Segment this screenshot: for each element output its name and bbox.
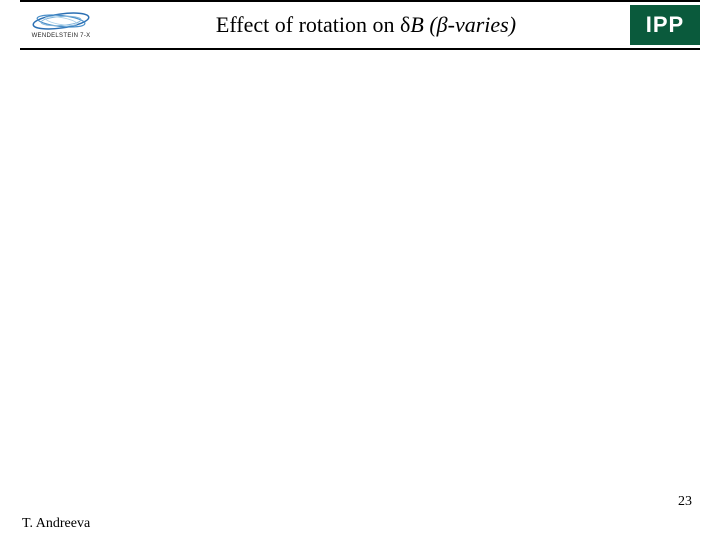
- title-varies: -varies): [448, 12, 516, 37]
- w7x-swirl-icon: [31, 11, 91, 31]
- ipp-logo-text: IPP: [646, 12, 684, 38]
- wendelstein-logo: WENDELSTEIN 7-X: [20, 6, 102, 44]
- author-name: T. Andreeva: [22, 516, 90, 532]
- slide-title: Effect of rotation on δB (β-varies): [102, 12, 630, 38]
- ipp-logo: IPP: [630, 5, 700, 45]
- bottom-rule: [20, 48, 700, 50]
- title-open-paren: (: [424, 12, 437, 37]
- title-beta: β: [437, 12, 448, 37]
- title-delta: δ: [400, 12, 410, 37]
- header-row: WENDELSTEIN 7-X Effect of rotation on δB…: [0, 2, 720, 48]
- title-b: B: [410, 12, 423, 37]
- title-prefix: Effect of rotation on: [216, 12, 400, 37]
- page-number: 23: [678, 494, 692, 510]
- wendelstein-label: WENDELSTEIN 7-X: [32, 33, 91, 39]
